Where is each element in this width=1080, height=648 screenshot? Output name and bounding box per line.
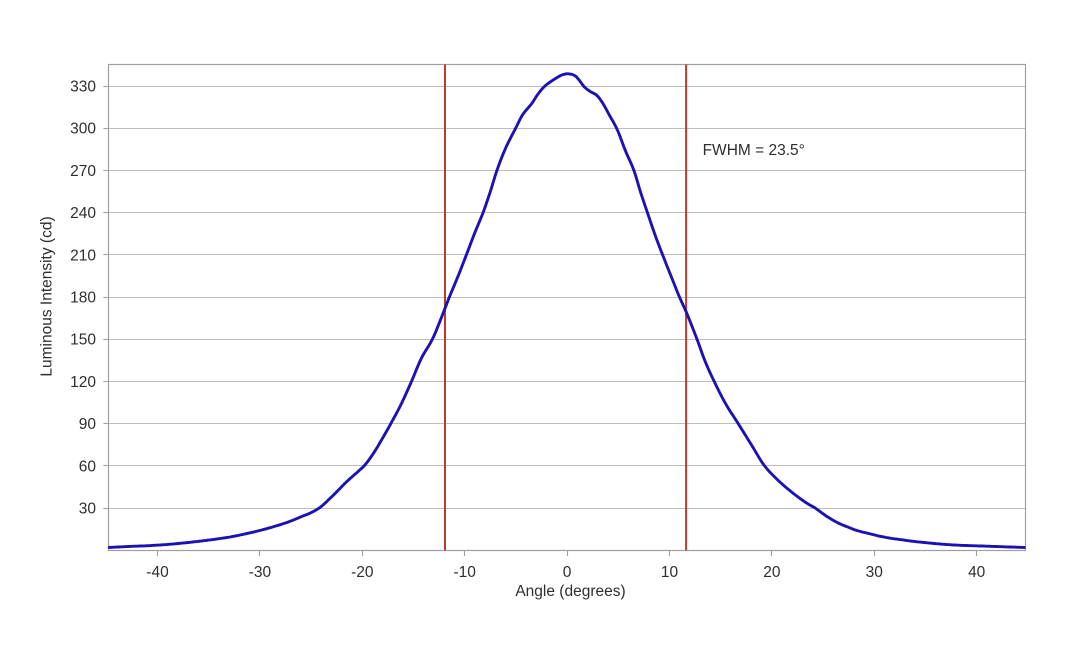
svg-text:-40: -40 — [146, 564, 169, 581]
svg-text:FWHM = 23.5°: FWHM = 23.5° — [703, 142, 805, 159]
svg-text:-30: -30 — [249, 564, 272, 581]
svg-text:210: 210 — [70, 247, 96, 264]
svg-text:30: 30 — [79, 500, 97, 517]
svg-text:330: 330 — [70, 78, 96, 95]
svg-text:40: 40 — [968, 564, 986, 581]
svg-text:270: 270 — [70, 163, 96, 180]
svg-text:0: 0 — [563, 564, 572, 581]
svg-text:30: 30 — [866, 564, 884, 581]
svg-text:Angle (degrees): Angle (degrees) — [515, 583, 625, 600]
svg-text:20: 20 — [763, 564, 781, 581]
svg-text:10: 10 — [661, 564, 679, 581]
svg-text:90: 90 — [79, 416, 97, 433]
svg-text:-10: -10 — [453, 564, 476, 581]
svg-text:300: 300 — [70, 121, 96, 138]
svg-text:Luminous Intensity (cd): Luminous Intensity (cd) — [39, 216, 56, 376]
svg-text:60: 60 — [79, 458, 97, 475]
svg-text:150: 150 — [70, 332, 96, 349]
svg-text:180: 180 — [70, 289, 96, 306]
svg-text:120: 120 — [70, 374, 96, 391]
svg-text:-20: -20 — [351, 564, 374, 581]
svg-text:240: 240 — [70, 205, 96, 222]
